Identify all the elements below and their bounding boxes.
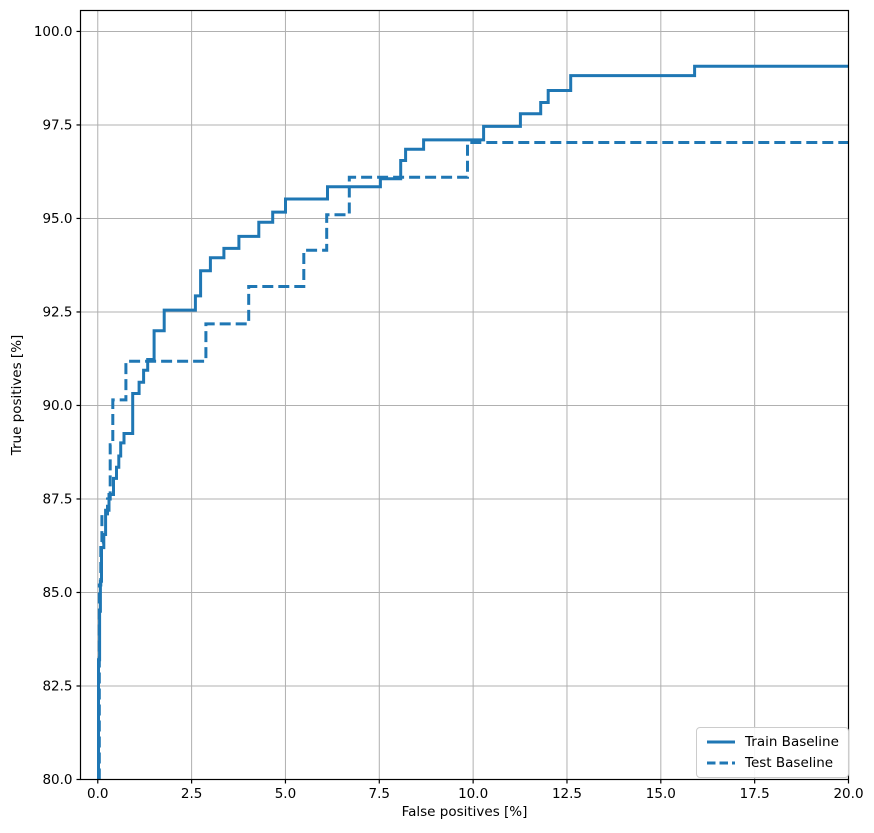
y-tick-label: 85.0 [42,585,72,601]
x-axis-label: False positives [%] [401,804,528,820]
legend-line-sample-dashed [707,761,735,765]
x-tick-label: 2.5 [181,786,202,802]
y-tick-label: 82.5 [42,679,72,695]
series-line-test-baseline [97,141,849,780]
y-tick-label: 97.5 [42,118,72,134]
axes-spines [79,9,850,781]
y-tick-label: 80.0 [42,772,72,788]
x-tick-label: 5.0 [275,786,296,802]
legend-label-test-baseline: Test Baseline [745,755,834,771]
x-tick-label: 12.5 [552,786,582,802]
legend-line-sample-solid [707,740,735,744]
y-tick-label: 95.0 [42,211,72,227]
x-tick-label: 0.0 [87,786,108,802]
legend-label-train-baseline: Train Baseline [745,734,839,750]
x-tick-label: 7.5 [369,786,390,802]
legend: Train Baseline Test Baseline [696,727,849,778]
y-tick-label: 90.0 [42,398,72,414]
x-tick-label: 10.0 [458,786,488,802]
y-axis-label: True positives [%] [9,334,25,456]
y-tick-label: 100.0 [34,24,73,40]
legend-entry-test-baseline: Test Baseline [706,753,839,773]
y-tick-label: 92.5 [42,305,72,321]
y-tick-label: 87.5 [42,492,72,508]
x-tick-label: 20.0 [833,786,863,802]
x-tick-label: 17.5 [740,786,770,802]
legend-entry-train-baseline: Train Baseline [706,732,839,752]
x-tick-label: 15.0 [646,786,676,802]
